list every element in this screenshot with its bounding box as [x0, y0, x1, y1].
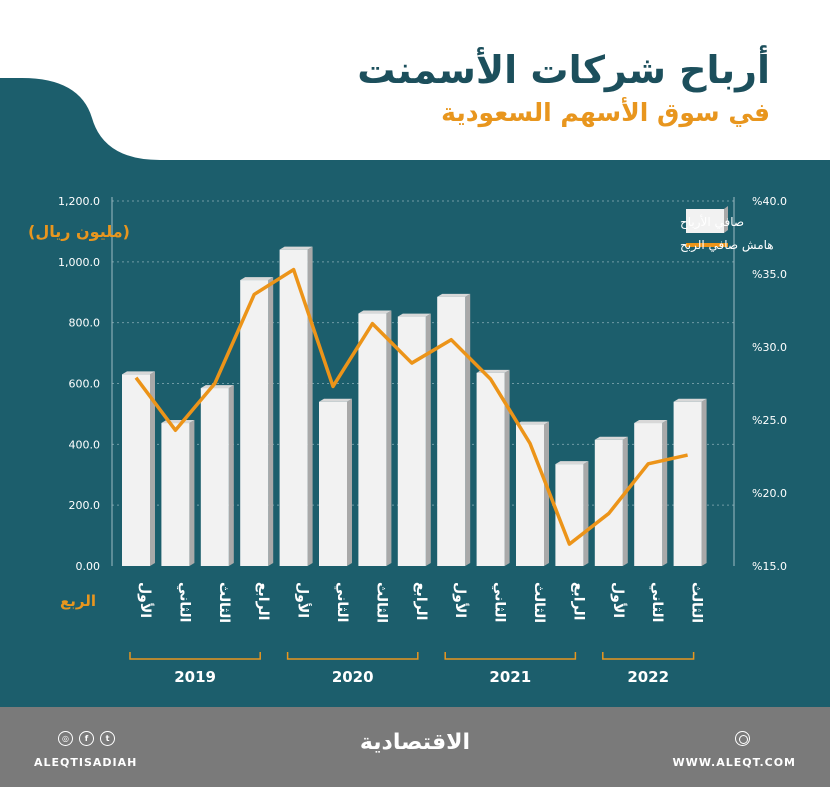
left-axis-tick-label: 1,000.0 [58, 256, 100, 269]
bar [358, 313, 387, 566]
left-axis-tick-label: 200.0 [69, 499, 101, 512]
facebook-icon[interactable]: f [79, 731, 94, 746]
bar-top [437, 293, 471, 297]
bar-side [504, 369, 510, 566]
bar-side [386, 310, 392, 566]
bar-top [240, 277, 274, 281]
bar-top [122, 371, 155, 375]
legend-label-line: هامش صافي الربح [680, 238, 774, 253]
left-axis-tick-label: 400.0 [69, 438, 101, 451]
bar-side [347, 398, 352, 566]
instagram-icon[interactable]: ◎ [58, 731, 73, 746]
year-label: 2021 [489, 668, 531, 686]
unit-label: (مليون ريال) [28, 222, 130, 241]
bar [476, 372, 505, 566]
bar-top [516, 421, 549, 425]
quarter-tick-label: الثالث [531, 582, 547, 623]
bar [240, 280, 269, 566]
bar-side [701, 398, 707, 566]
title-block: أرباح شركات الأسمنت في سوق الأسهم السعود… [357, 48, 770, 127]
quarter-tick-label: الثاني [334, 582, 350, 622]
quarter-tick-label: الثالث [216, 582, 232, 623]
twitter-icon[interactable]: t [100, 731, 115, 746]
quarter-tick-label: الثاني [492, 582, 508, 622]
bar-side [268, 277, 274, 566]
right-axis-tick-label: %35.0 [752, 268, 787, 281]
bar [437, 296, 466, 566]
year-bracket [602, 652, 695, 660]
right-axis-tick-label: %40.0 [752, 195, 787, 208]
quarter-tick-label: الأول [295, 582, 312, 618]
year-bracket [286, 652, 419, 660]
right-axis-tick-label: %20.0 [752, 487, 787, 500]
bar [200, 388, 229, 566]
bar-top [555, 461, 589, 465]
legend-swatch-bars [686, 209, 724, 233]
quarter-tick-label: الثالث [373, 582, 389, 623]
quarter-tick-label: الرابع [255, 582, 271, 620]
brand-logo: الاقتصادية [359, 730, 471, 755]
left-axis-tick-label: 600.0 [69, 378, 101, 391]
bar [122, 374, 150, 566]
quarter-tick-label: الأول [137, 582, 154, 618]
bar-side [465, 293, 471, 566]
bar [319, 401, 347, 566]
bar-side [150, 371, 155, 566]
bar [673, 401, 702, 566]
bar-side [425, 313, 431, 566]
left-axis-tick-label: 0.00 [76, 560, 101, 573]
right-axis-tick-label: %30.0 [752, 341, 787, 354]
quarter-tick-label: الأول [452, 582, 469, 618]
legend-swatch-bars-side [724, 206, 728, 233]
quarter-tick-label: الثاني [176, 582, 192, 622]
year-bracket [444, 652, 577, 660]
margin-line [134, 267, 688, 546]
year-label: 2020 [332, 668, 374, 686]
bar-side [662, 420, 668, 566]
bar-side [622, 436, 628, 566]
bar [634, 423, 663, 566]
bar-top [397, 313, 431, 317]
bar [555, 464, 584, 566]
quarter-tick-label: الأول [610, 582, 627, 618]
bar-top [594, 436, 628, 440]
left-axis-tick-label: 1,200.0 [58, 195, 100, 208]
footer-bar: ◎ f t ALEQTISADIAH الاقتصادية WWW.ALEQT.… [0, 707, 830, 787]
legend-label-bars: صافي الأرباح [680, 214, 744, 230]
year-label: 2022 [627, 668, 669, 686]
bar-top [358, 310, 392, 314]
social-handle[interactable]: ALEQTISADIAH [34, 756, 138, 769]
chart-title: أرباح شركات الأسمنت [357, 48, 770, 92]
bar-side [544, 421, 549, 566]
quarter-tick-label: الرابع [570, 582, 586, 620]
bar-top [634, 420, 668, 424]
bar-side [228, 385, 234, 566]
bar-top [279, 246, 313, 250]
quarter-tick-label: الرابع [413, 582, 429, 620]
year-label: 2019 [174, 668, 216, 686]
year-bracket [129, 652, 261, 660]
bar-top [673, 398, 707, 402]
social-icons: ◎ f t [58, 731, 115, 746]
bar-top [200, 385, 234, 389]
quarter-tick-label: الثالث [689, 582, 705, 623]
website-link[interactable]: WWW.ALEQT.COM [672, 756, 796, 769]
left-axis-tick-label: 800.0 [69, 317, 101, 330]
bar-top [319, 398, 352, 402]
quarter-tick-label: الثاني [649, 582, 665, 622]
bar-side [583, 461, 589, 566]
quarter-axis-label: الربع [60, 592, 96, 610]
right-axis-tick-label: %15.0 [752, 560, 787, 573]
bar-side [307, 246, 313, 566]
chart-plot: 0.00 200.0 400.0 600.0 800.0 1,000.0 1,200.0 %1… [28, 195, 787, 686]
globe-icon [735, 731, 750, 746]
right-axis-tick-label: %25.0 [752, 414, 787, 427]
bar [161, 423, 190, 566]
chart-subtitle: في سوق الأسهم السعودية [441, 98, 770, 127]
bar-side [189, 420, 195, 566]
